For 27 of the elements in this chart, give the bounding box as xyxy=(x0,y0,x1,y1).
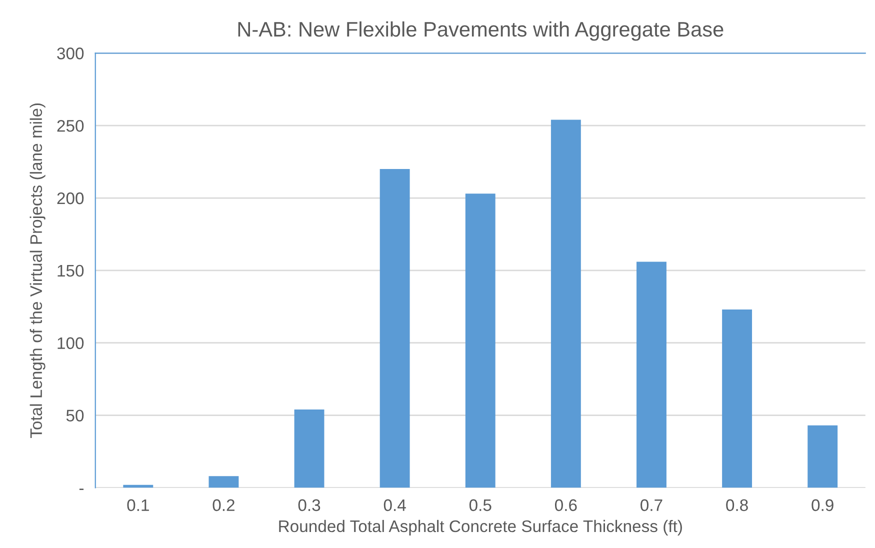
x-tick-label: 0.8 xyxy=(726,499,748,512)
bar xyxy=(722,310,752,488)
y-axis-title: Total Length of the Virtual Projects (lane mile) xyxy=(30,103,46,438)
y-tick-label: - xyxy=(79,488,84,490)
y-tick-label: 300 xyxy=(57,48,84,60)
x-tick-label: 0.7 xyxy=(640,499,662,512)
bar xyxy=(380,169,410,488)
x-tick-label: 0.6 xyxy=(555,499,577,512)
x-tick-label: 0.2 xyxy=(212,499,234,512)
x-tick-label: 0.1 xyxy=(127,499,149,512)
bar xyxy=(465,194,496,488)
x-tick-label: 0.3 xyxy=(298,499,320,512)
x-axis-title: Rounded Total Asphalt Concrete Surface Thickness (ft) xyxy=(279,520,682,536)
bar xyxy=(636,262,666,488)
y-tick-label: 100 xyxy=(58,337,84,350)
bar xyxy=(208,476,239,488)
bar xyxy=(550,120,581,488)
x-tick-label: 0.5 xyxy=(469,499,492,512)
y-tick-label: 50 xyxy=(66,410,84,422)
bar xyxy=(294,410,324,488)
y-tick-label: 250 xyxy=(57,120,84,132)
x-tick-label: 0.4 xyxy=(384,499,406,512)
chart-title: N-AB: New Flexible Pavements with Aggregate Base xyxy=(238,21,724,41)
y-tick-label: 150 xyxy=(58,264,84,277)
bar xyxy=(808,425,838,488)
x-tick-label: 0.9 xyxy=(812,499,834,512)
y-tick-label: 200 xyxy=(57,192,84,204)
